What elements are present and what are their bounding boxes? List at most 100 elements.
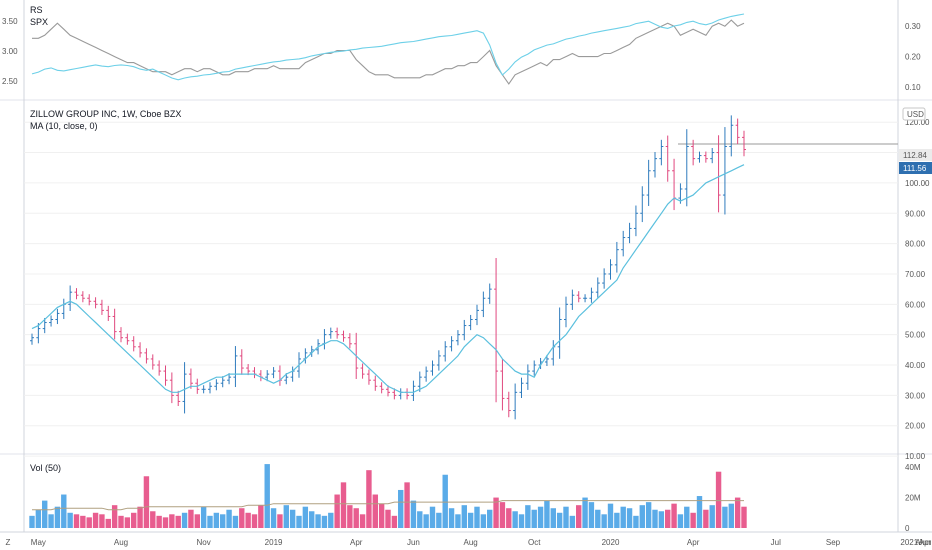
volume-bar — [309, 511, 315, 528]
volume-bar — [569, 515, 576, 528]
volume-bar — [652, 509, 658, 528]
current-price-label: 111.56 — [903, 164, 927, 173]
time-tick-label: Apr — [919, 538, 932, 547]
time-tick-label: Z — [6, 538, 11, 547]
rs-left-tick-label: 2.50 — [2, 77, 18, 86]
volume-bar — [550, 508, 556, 528]
volume-bar — [582, 497, 588, 528]
volume-bar — [734, 497, 741, 528]
time-tick-label: May — [31, 538, 46, 547]
volume-bar — [728, 503, 734, 528]
currency-box[interactable] — [902, 107, 926, 121]
volume-bar — [137, 506, 143, 528]
volume-bar — [124, 517, 131, 528]
volume-bar — [715, 471, 722, 528]
price-tick-label: 120.00 — [905, 118, 930, 127]
rs-left-tick-label: 3.50 — [2, 17, 18, 26]
volume-bar — [328, 512, 334, 528]
rs-right-tick-label: 0.30 — [905, 22, 921, 31]
volume-bar — [404, 482, 410, 528]
volume-bar — [703, 509, 709, 528]
volume-bar — [86, 517, 92, 528]
time-tick-label: Jun — [919, 538, 932, 547]
volume-bar — [258, 505, 264, 528]
volume-bar — [741, 506, 747, 528]
volume-bar — [270, 508, 277, 528]
volume-legend-label: Vol (50) — [30, 463, 61, 473]
volume-bar — [340, 482, 347, 528]
time-tick-label: 2021 — [900, 538, 918, 547]
volume-bar — [372, 494, 378, 528]
volume-bar — [429, 506, 436, 528]
price-pane — [30, 115, 898, 420]
volume-bar — [563, 506, 569, 528]
volume-bar — [334, 494, 340, 528]
volume-bar — [232, 515, 239, 528]
volume-bar — [80, 515, 86, 528]
volume-bar — [658, 511, 665, 528]
volume-bar — [633, 515, 639, 528]
spx-legend-label: SPX — [30, 17, 48, 27]
volume-bar — [455, 514, 461, 528]
time-tick-label: Jul — [771, 538, 781, 547]
price-tick-label: 90.00 — [905, 209, 926, 218]
volume-bar — [302, 506, 309, 528]
rs-right-tick-label: 0.10 — [905, 83, 921, 92]
ma-indicator-label: MA (10, close, 0) — [30, 121, 98, 131]
volume-bar — [467, 512, 474, 528]
volume-bar — [518, 514, 525, 528]
volume-bar — [639, 505, 645, 528]
volume-bar — [614, 512, 620, 528]
rs-legend-label: RS — [30, 5, 43, 15]
current-price-tag — [899, 162, 932, 174]
volume-bar — [620, 506, 626, 528]
price-tick-label: 50.00 — [905, 331, 926, 340]
volume-bar — [499, 502, 506, 528]
volume-bar — [188, 509, 194, 528]
volume-bar — [461, 505, 467, 528]
volume-bar — [150, 511, 156, 528]
time-tick-label: Nov — [197, 538, 211, 547]
volume-bar — [315, 514, 321, 528]
price-tick-label: 20.00 — [905, 422, 926, 431]
volume-bar — [556, 512, 563, 528]
volume-bar — [67, 512, 73, 528]
volume-bar — [665, 509, 671, 528]
volume-bar — [264, 464, 270, 528]
price-tick-label: 100.00 — [905, 179, 930, 188]
ma-line — [31, 164, 745, 393]
volume-bar — [684, 506, 690, 528]
volume-bar — [480, 514, 487, 528]
volume-bar — [99, 514, 105, 528]
volume-bar — [448, 508, 455, 528]
volume-bar — [391, 515, 398, 528]
axis-layer: 10.00 20.00 30.00 40.00 50.00 60.00 70.00 80.00… — [2, 17, 932, 547]
price-tick-label: 70.00 — [905, 270, 926, 279]
volume-bar — [220, 514, 226, 528]
volume-bar — [200, 506, 207, 528]
time-tick-label: 2020 — [602, 538, 620, 547]
volume-bar — [671, 503, 677, 528]
volume-bar — [595, 509, 601, 528]
volume-bar — [487, 509, 493, 528]
price-tick-label: 40.00 — [905, 361, 926, 370]
volume-bar — [347, 505, 353, 528]
volume-bar — [289, 509, 296, 528]
time-tick-label: Jun — [407, 538, 420, 547]
time-tick-label: A — [915, 538, 921, 547]
time-tick-label: Aug — [114, 538, 128, 547]
volume-bar — [525, 505, 531, 528]
volume-bar — [73, 514, 80, 528]
volume-bar — [162, 517, 169, 528]
price-tick-label: 80.00 — [905, 240, 926, 249]
volume-bar — [607, 503, 614, 528]
volume-tick-label: 20M — [905, 494, 921, 503]
volume-bar — [722, 506, 728, 528]
volume-bar — [239, 508, 245, 528]
volume-tick-label: 0 — [905, 524, 910, 533]
chart-title: ZILLOW GROUP INC, 1W, Cboe BZX — [30, 109, 181, 119]
rs-right-tick-label: 0.20 — [905, 53, 921, 62]
volume-bar — [42, 500, 48, 528]
volume-bar — [245, 512, 251, 528]
volume-bar — [92, 512, 99, 528]
